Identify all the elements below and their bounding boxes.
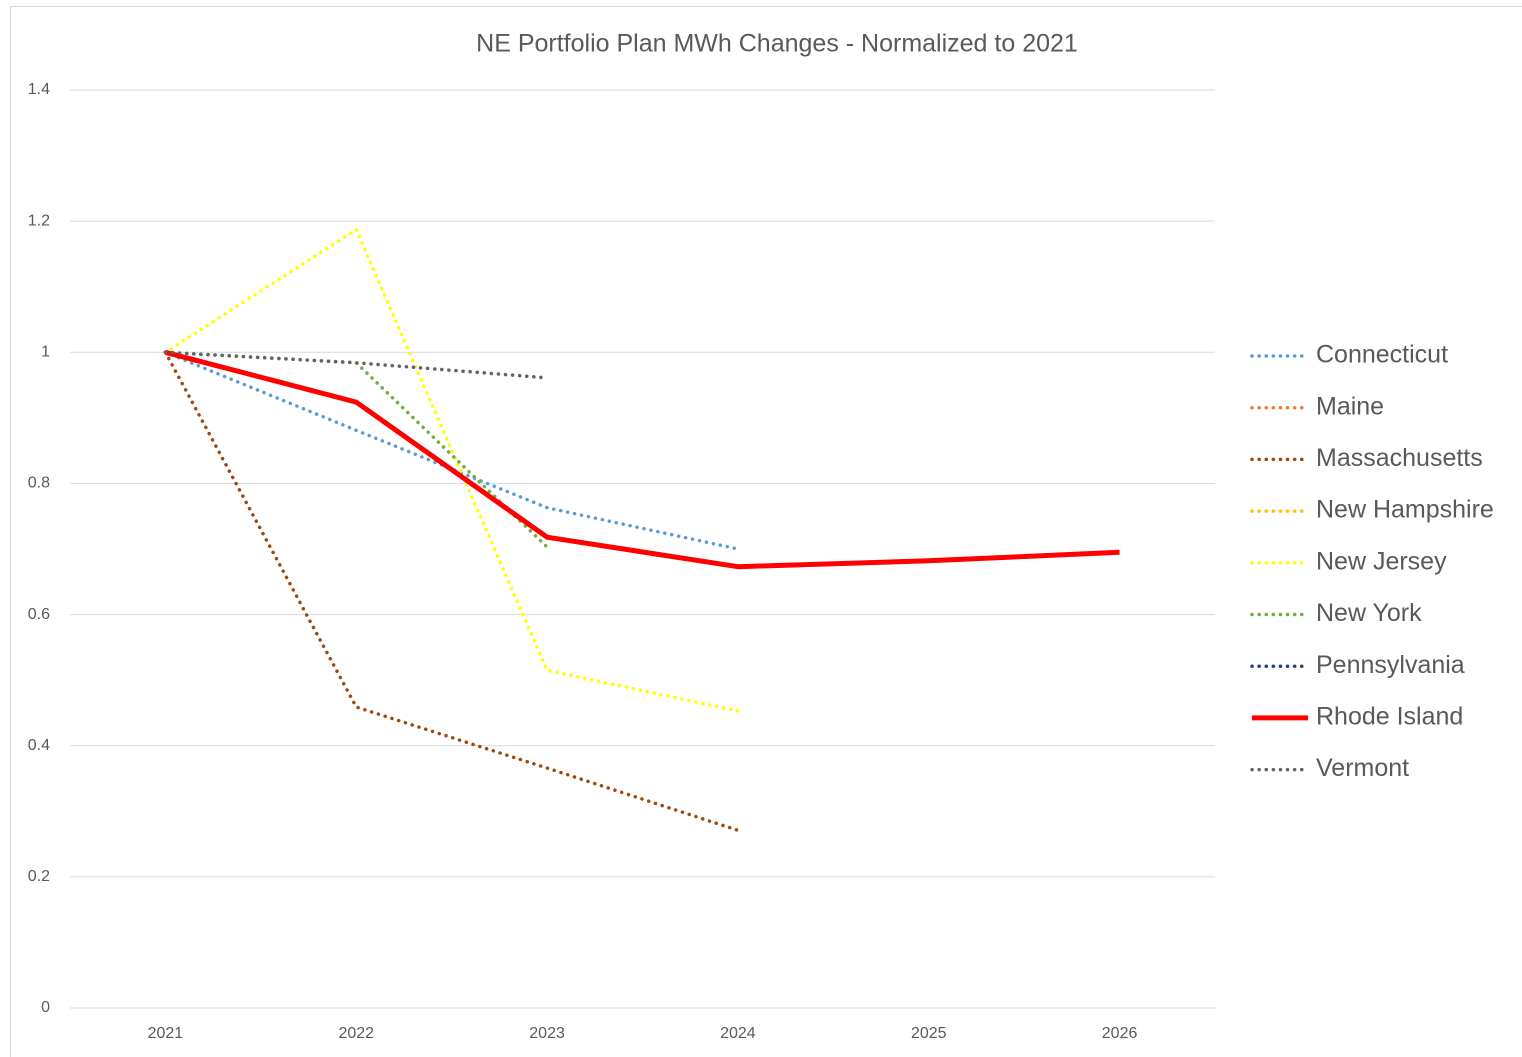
legend-label: New Hampshire (1316, 496, 1494, 524)
chart-title: NE Portfolio Plan MWh Changes - Normaliz… (476, 30, 1078, 58)
chart-frame (10, 6, 1522, 1057)
series-line (163, 350, 740, 551)
x-tick-label: 2024 (720, 1025, 756, 1042)
y-tick-label: 1.4 (28, 81, 50, 98)
series-line (163, 227, 740, 713)
y-tick-label: 0.2 (28, 868, 50, 885)
legend-label: Connecticut (1316, 341, 1448, 369)
y-tick-label: 0 (41, 999, 50, 1016)
y-tick-label: 1.2 (28, 212, 50, 229)
x-tick-label: 2021 (148, 1025, 184, 1042)
x-tick-label: 2026 (1102, 1025, 1138, 1042)
series-line (163, 350, 549, 380)
legend-label: Rhode Island (1316, 703, 1463, 731)
legend-label: Vermont (1316, 754, 1409, 782)
series-line (163, 350, 740, 833)
legend-label: New York (1316, 599, 1422, 627)
legend-label: Maine (1316, 392, 1384, 420)
legend-label: Massachusetts (1316, 444, 1483, 472)
series-line (164, 349, 1120, 570)
x-tick-label: 2022 (338, 1025, 374, 1042)
y-tick-label: 0.8 (28, 475, 50, 492)
y-tick-label: 0.4 (28, 737, 50, 754)
legend-label: Pennsylvania (1316, 651, 1465, 679)
x-tick-label: 2025 (911, 1025, 947, 1042)
x-tick-label: 2023 (529, 1025, 565, 1042)
y-tick-label: 1 (41, 344, 50, 361)
legend-label: New Jersey (1316, 547, 1447, 575)
y-tick-label: 0.6 (28, 606, 50, 623)
